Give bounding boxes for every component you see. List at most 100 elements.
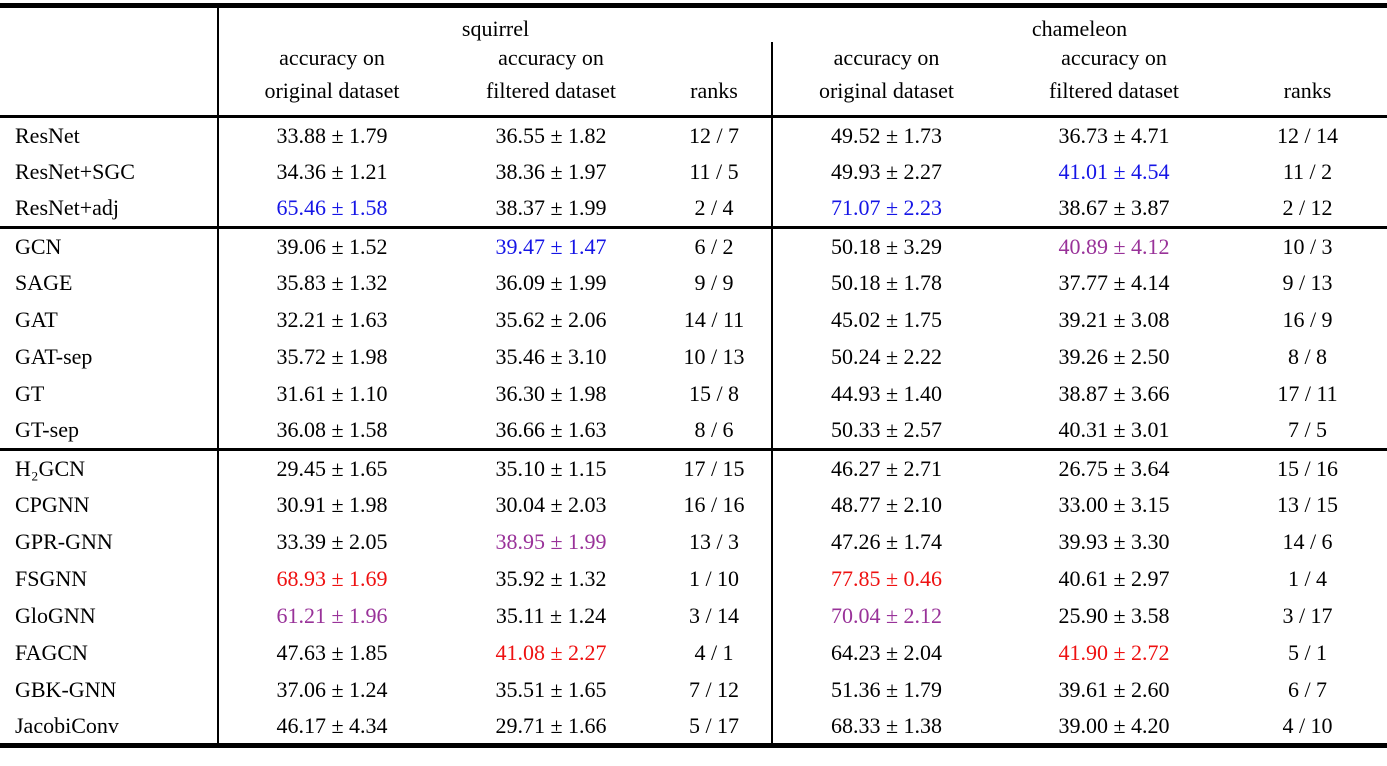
accuracy-cell: 25.90 ± 3.58 [1058, 603, 1170, 628]
ranks-cell: 13 / 3 [688, 529, 740, 554]
ranks-cell: 10 / 13 [683, 344, 745, 369]
accuracy-cell: 50.18 ± 1.78 [771, 264, 1000, 302]
col-header-squirrel-ranks: ranks [690, 78, 738, 103]
table-row: CPGNN 30.91 ± 1.98 30.04 ± 2.03 16 / 16 48.7… [0, 486, 1387, 524]
accuracy-cell: 36.08 ± 1.58 [276, 417, 388, 443]
accuracy-cell: 39.61 ± 2.60 [1058, 677, 1170, 702]
table-row: ResNet+SGC 34.36 ± 1.21 38.36 ± 1.97 11 / 5… [0, 153, 1387, 191]
table-row: JacobiConv 46.17 ± 4.34 29.71 ± 1.66 5 / 17… [0, 708, 1387, 746]
table-row: GloGNN 61.21 ± 1.96 35.11 ± 1.24 3 / 14 70.0… [0, 597, 1387, 635]
col-header-chameleon-ranks-spacer [1228, 42, 1387, 71]
accuracy-cell: 35.46 ± 3.10 [495, 344, 607, 369]
accuracy-cell: 51.36 ± 1.79 [771, 671, 1000, 709]
accuracy-cell: 35.92 ± 1.32 [495, 566, 607, 591]
accuracy-cell: 64.23 ± 2.04 [771, 634, 1000, 672]
accuracy-cell: 68.93 ± 1.69 [276, 566, 388, 591]
table-row: GPR-GNN 33.39 ± 2.05 38.95 ± 1.99 13 / 3 47.… [0, 523, 1387, 561]
col-header-chameleon-ranks: ranks [1283, 78, 1332, 103]
accuracy-cell: 68.33 ± 1.38 [771, 708, 1000, 746]
model-name: FSGNN [0, 560, 219, 598]
table-row: H₂GCN 29.45 ± 1.65 35.10 ± 1.15 17 / 15 46.2… [0, 449, 1387, 487]
accuracy-cell: 36.55 ± 1.82 [495, 122, 607, 148]
accuracy-cell: 29.71 ± 1.66 [495, 712, 607, 738]
table-row: GCN 39.06 ± 1.52 39.47 ± 1.47 6 / 2 50.18 ± … [0, 227, 1387, 265]
ranks-cell: 5 / 1 [1287, 640, 1328, 665]
ranks-cell: 2 / 4 [694, 195, 734, 221]
accuracy-cell: 38.67 ± 3.87 [1058, 195, 1170, 221]
accuracy-cell: 40.31 ± 3.01 [1058, 417, 1170, 443]
accuracy-cell: 36.09 ± 1.99 [495, 270, 607, 295]
model-name: H₂GCN [0, 449, 219, 487]
accuracy-cell: 38.36 ± 1.97 [495, 159, 607, 184]
accuracy-cell: 26.75 ± 3.64 [1058, 455, 1170, 481]
accuracy-cell: 39.00 ± 4.20 [1058, 712, 1170, 738]
model-name: GAT [0, 301, 219, 339]
accuracy-cell: 31.61 ± 1.10 [276, 381, 388, 406]
ranks-cell: 8 / 6 [694, 417, 734, 443]
group-header-chameleon: chameleon [1031, 16, 1128, 41]
table-row: FSGNN 68.93 ± 1.69 35.92 ± 1.32 1 / 10 77.85… [0, 560, 1387, 598]
results-table: squirrel chameleon accuracy on accuracy … [0, 3, 1387, 748]
ranks-cell: 7 / 12 [688, 677, 740, 702]
accuracy-cell: 49.52 ± 1.73 [771, 116, 1000, 154]
accuracy-cell: 41.01 ± 4.54 [1058, 159, 1170, 184]
ranks-cell: 16 / 16 [683, 492, 745, 517]
table-row: GBK-GNN 37.06 ± 1.24 35.51 ± 1.65 7 / 12 51.… [0, 671, 1387, 709]
table-row: ResNet 33.88 ± 1.79 36.55 ± 1.82 12 / 7 49.5… [0, 116, 1387, 154]
accuracy-cell: 35.10 ± 1.15 [495, 455, 607, 481]
accuracy-cell: 61.21 ± 1.96 [276, 603, 388, 628]
ranks-cell: 11 / 2 [1282, 159, 1333, 184]
model-name: CPGNN [0, 486, 219, 524]
header-row-group-titles: squirrel chameleon [0, 5, 1387, 117]
model-name: GT [0, 375, 219, 413]
accuracy-cell: 50.24 ± 2.22 [771, 338, 1000, 376]
accuracy-cell: 29.45 ± 1.65 [276, 455, 388, 481]
accuracy-cell: 30.91 ± 1.98 [276, 492, 388, 517]
accuracy-cell: 30.04 ± 2.03 [495, 492, 607, 517]
accuracy-cell: 46.27 ± 2.71 [771, 449, 1000, 487]
accuracy-cell: 39.06 ± 1.52 [276, 233, 388, 259]
accuracy-cell: 34.36 ± 1.21 [276, 159, 388, 184]
table-block-classic-gnns: GCN 39.06 ± 1.52 39.47 ± 1.47 6 / 2 50.18 ± … [0, 227, 1387, 450]
model-name: GBK-GNN [0, 671, 219, 709]
table-row: GAT 32.21 ± 1.63 35.62 ± 2.06 14 / 11 45.02 … [0, 301, 1387, 339]
accuracy-cell: 39.93 ± 3.30 [1058, 529, 1170, 554]
model-name: SAGE [0, 264, 219, 302]
accuracy-cell: 48.77 ± 2.10 [771, 486, 1000, 524]
accuracy-cell: 33.39 ± 2.05 [276, 529, 388, 554]
accuracy-cell: 36.73 ± 4.71 [1058, 122, 1170, 148]
header-row-accuracy-on: accuracy on accuracy on accuracy on accu… [0, 42, 1387, 71]
col-header-chameleon-filtered-line2: filtered dataset [1048, 78, 1180, 103]
accuracy-cell: 38.37 ± 1.99 [495, 195, 607, 221]
accuracy-cell: 38.87 ± 3.66 [1058, 381, 1170, 406]
accuracy-cell: 50.33 ± 2.57 [771, 412, 1000, 450]
accuracy-cell: 33.00 ± 3.15 [1058, 492, 1170, 517]
ranks-cell: 2 / 12 [1282, 195, 1333, 221]
model-name: JacobiConv [0, 708, 219, 746]
ranks-cell: 17 / 11 [1277, 381, 1338, 406]
accuracy-cell: 71.07 ± 2.23 [771, 190, 1000, 228]
table-row: ResNet+adj 65.46 ± 1.58 38.37 ± 1.99 2 / 4 7… [0, 190, 1387, 228]
table-row: GT 31.61 ± 1.10 36.30 ± 1.98 15 / 8 44.93 ± … [0, 375, 1387, 413]
col-header-squirrel-filtered-line2: filtered dataset [485, 78, 617, 103]
model-name: GAT-sep [0, 338, 219, 376]
accuracy-cell: 35.72 ± 1.98 [276, 344, 388, 369]
accuracy-cell: 39.26 ± 2.50 [1058, 344, 1170, 369]
ranks-cell: 17 / 15 [683, 455, 745, 481]
table-row: FAGCN 47.63 ± 1.85 41.08 ± 2.27 4 / 1 64.23 … [0, 634, 1387, 672]
ranks-cell: 1 / 10 [688, 566, 740, 591]
table-header: squirrel chameleon accuracy on accuracy … [0, 5, 1387, 117]
header-row-dataset-labels: original dataset filtered dataset ranks … [0, 71, 1387, 117]
ranks-cell: 4 / 1 [694, 640, 734, 665]
accuracy-cell: 36.66 ± 1.63 [495, 417, 607, 443]
model-name: ResNet+SGC [0, 153, 219, 191]
accuracy-cell: 32.21 ± 1.63 [276, 307, 388, 332]
table-block-resnet-baselines: ResNet 33.88 ± 1.79 36.55 ± 1.82 12 / 7 49.5… [0, 116, 1387, 228]
ranks-cell: 15 / 8 [688, 381, 740, 406]
accuracy-cell: 37.06 ± 1.24 [276, 677, 388, 702]
accuracy-cell: 33.88 ± 1.79 [276, 122, 388, 148]
accuracy-cell: 49.93 ± 2.27 [771, 153, 1000, 191]
accuracy-cell: 41.90 ± 2.72 [1058, 640, 1170, 665]
ranks-cell: 12 / 14 [1276, 122, 1339, 148]
model-name: GT-sep [0, 412, 219, 450]
